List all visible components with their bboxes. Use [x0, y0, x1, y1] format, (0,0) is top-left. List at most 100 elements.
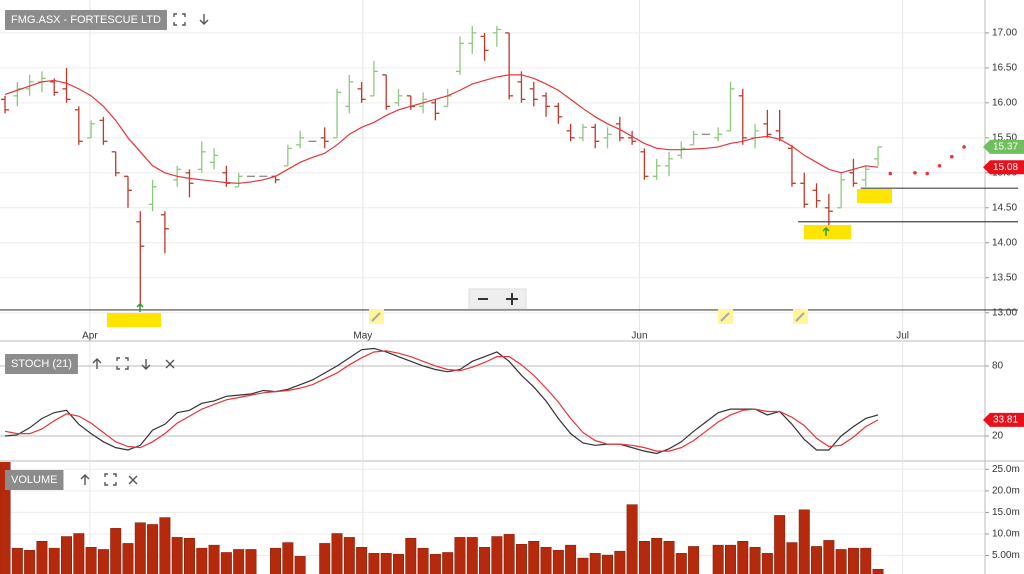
y-tick-label: 20 — [992, 431, 1004, 442]
y-tick-label: 14.50 — [992, 202, 1017, 213]
projection-dot — [925, 171, 930, 176]
volume-bar — [11, 547, 23, 574]
volume-bar — [294, 556, 306, 574]
x-tick-label: Jun — [631, 331, 647, 342]
x-tick-label: May — [353, 331, 372, 342]
volume-bar — [208, 544, 220, 574]
header-box — [5, 354, 78, 374]
volume-bar — [73, 533, 85, 574]
projection-dot — [937, 164, 942, 168]
volume-bar — [872, 569, 884, 574]
volume-bar — [614, 550, 626, 574]
volume-bar — [737, 541, 749, 574]
volume-bar — [847, 547, 859, 574]
volume-bar — [860, 547, 872, 574]
volume-bar — [147, 524, 159, 574]
volume-bar — [786, 542, 798, 574]
panel-title: STOCH (21) — [11, 358, 72, 370]
volume-bar — [577, 557, 589, 574]
volume-bar — [774, 515, 786, 574]
volume-bar — [245, 549, 257, 574]
volume-bar — [466, 537, 478, 574]
moving-average — [4, 74, 879, 184]
panel — [0, 462, 884, 574]
volume-bar — [220, 552, 232, 574]
volume-bar — [725, 544, 736, 574]
marker — [804, 225, 851, 239]
projection-dot — [962, 145, 966, 149]
value-tag — [983, 139, 1024, 154]
y-tick-label: 5.00m — [992, 550, 1020, 561]
volume-bar — [282, 542, 294, 574]
volume-bar — [48, 547, 60, 574]
volume-bar — [688, 546, 700, 574]
volume-bar — [552, 550, 564, 574]
volume-bar — [24, 550, 36, 574]
volume-bar — [515, 544, 527, 574]
volume-bar — [417, 547, 429, 574]
volume-bar — [110, 528, 122, 574]
volume-bar — [368, 553, 380, 574]
panel-icons[interactable] — [80, 13, 209, 486]
volume-bar — [122, 543, 134, 574]
volume-bar — [651, 537, 663, 574]
projection-dot — [950, 154, 954, 159]
y-tick-label: 15.50 — [992, 132, 1017, 143]
volume-bar — [356, 547, 368, 574]
volume-bar — [405, 537, 417, 574]
panel-title: FMG.ASX - FORTESCUE LTD — [11, 14, 161, 26]
series-line — [4, 347, 879, 455]
value-tag-label: 15.37 — [993, 142, 1018, 153]
volume-bar — [638, 541, 650, 574]
arrow-up — [136, 302, 144, 312]
volume-bar — [589, 553, 601, 574]
volume-bar — [811, 546, 823, 574]
marker — [107, 313, 161, 327]
volume-bar — [331, 533, 343, 574]
volume-bar — [183, 537, 195, 574]
volume-bar — [565, 544, 577, 574]
zoom-controls[interactable] — [468, 288, 527, 310]
y-tick-label: 13.50 — [992, 272, 1017, 283]
arrow-up — [822, 226, 830, 236]
volume-bar — [602, 554, 614, 574]
volume-bar — [835, 549, 847, 574]
marker — [857, 189, 892, 203]
panel-headers: FMG.ASX - FORTESCUE LTD STOCH (21) VOLUM… — [5, 10, 167, 490]
y-tick-label: 14.00 — [992, 237, 1017, 248]
panel-title: VOLUME — [11, 474, 57, 486]
volume-bar — [491, 536, 503, 574]
volume-bar — [85, 547, 97, 574]
volume-bar — [97, 549, 109, 574]
volume-bar — [319, 543, 331, 574]
volume-bar — [761, 553, 773, 574]
y-tick-label: 10.0m — [992, 529, 1020, 540]
y-tick-label: 16.00 — [992, 97, 1017, 108]
y-tick-label: 13.00 — [992, 307, 1017, 318]
volume-bar — [134, 522, 146, 574]
volume-bar — [393, 553, 404, 574]
y-tick-label: 16.50 — [992, 63, 1017, 74]
projection-dot — [913, 170, 917, 175]
header-box — [5, 470, 64, 490]
value-tag-label: 33.81 — [993, 415, 1018, 426]
y-tick-label: 17.00 — [992, 28, 1017, 39]
volume-bar — [626, 504, 638, 574]
volume-bar — [798, 509, 810, 574]
volume-bar — [429, 553, 441, 574]
x-tick-label: Apr — [82, 331, 98, 342]
y-tick-label: 15.0m — [992, 507, 1020, 518]
volume-bar — [442, 552, 454, 574]
value-tag — [983, 412, 1024, 427]
volume-bar — [36, 541, 48, 574]
projection-dot — [888, 171, 893, 176]
pencil-markers — [369, 309, 808, 324]
y-tick-label: 20.0m — [992, 486, 1020, 497]
volume-bar — [663, 541, 675, 574]
volume-bar — [159, 517, 171, 574]
series-line — [4, 350, 879, 452]
volume-bar — [479, 547, 491, 574]
